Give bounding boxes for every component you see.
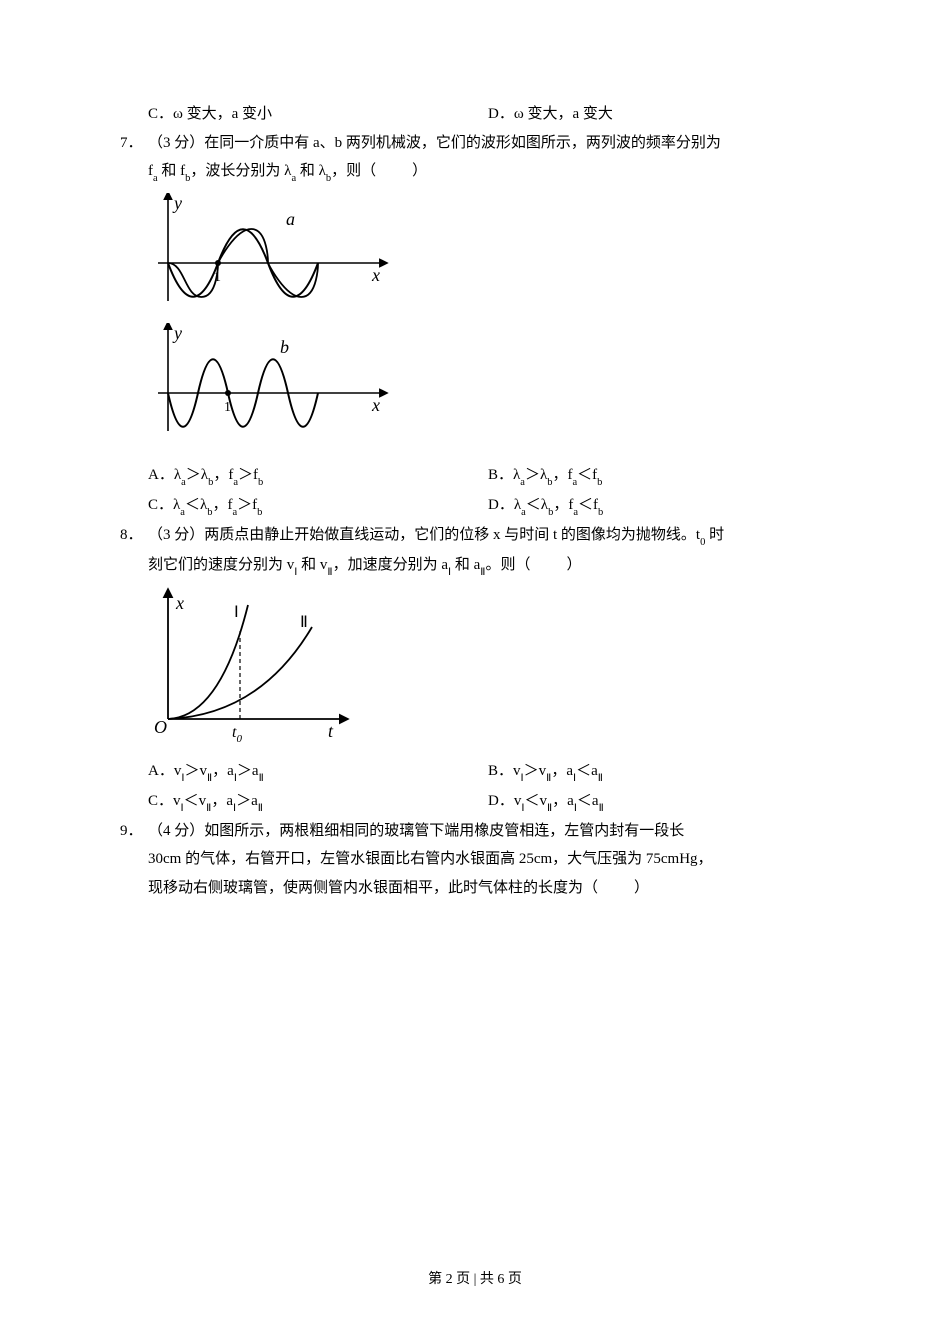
svg-text:a: a xyxy=(286,209,295,229)
q7-stem: 7． （3 分）在同一介质中有 a、b 两列机械波，它们的波形如图所示，两列波的… xyxy=(120,129,830,187)
q9-line1: （4 分）如图所示，两根粗细相同的玻璃管下端用橡皮管相连，左管内封有一段长 xyxy=(148,823,684,839)
svg-text:x: x xyxy=(371,395,380,415)
q7-option-a: A．λa＞λb，fa＞fb xyxy=(148,461,488,491)
svg-text:x: x xyxy=(175,593,184,613)
q8-options-ab: A．vⅠ＞vⅡ，aⅠ＞aⅡ B．vⅠ＞vⅡ，aⅠ＜aⅡ xyxy=(120,757,830,787)
q6-option-d: D．ω 变大，a 变大 xyxy=(488,100,830,129)
q6-options-cd: C．ω 变大，a 变小 D．ω 变大，a 变大 xyxy=(120,100,830,129)
q8-text: （3 分）两质点由静止开始做直线运动，它们的位移 x 与时间 t 的图像均为抛物… xyxy=(148,521,830,581)
q8-option-c: C．vⅠ＜vⅡ，aⅠ＞aⅡ xyxy=(148,787,488,817)
svg-text:y: y xyxy=(172,193,182,213)
q9-stem: 9． （4 分）如图所示，两根粗细相同的玻璃管下端用橡皮管相连，左管内封有一段长… xyxy=(120,817,830,903)
q8-figure: O x t t0 Ⅰ Ⅱ xyxy=(120,587,830,747)
svg-text:Ⅱ: Ⅱ xyxy=(300,614,308,631)
q7-option-c: C．λa＜λb，fa＞fb xyxy=(148,491,488,521)
svg-text:Ⅰ: Ⅰ xyxy=(234,604,239,621)
q8-stem: 8． （3 分）两质点由静止开始做直线运动，它们的位移 x 与时间 t 的图像均… xyxy=(120,521,830,581)
exam-page: C．ω 变大，a 变小 D．ω 变大，a 变大 7． （3 分）在同一介质中有 … xyxy=(0,0,950,1344)
q7-options-cd: C．λa＜λb，fa＞fb D．λa＜λb，fa＜fb xyxy=(120,491,830,521)
q7-option-d: D．λa＜λb，fa＜fb xyxy=(488,491,830,521)
q8-option-a: A．vⅠ＞vⅡ，aⅠ＞aⅡ xyxy=(148,757,488,787)
page-footer: 第 2 页 | 共 6 页 xyxy=(0,1267,950,1294)
q9-number: 9． xyxy=(120,817,148,903)
q8-number: 8． xyxy=(120,521,148,581)
q7-options-ab: A．λa＞λb，fa＞fb B．λa＞λb，fa＜fb xyxy=(120,461,830,491)
svg-text:O: O xyxy=(154,717,167,737)
q9-line2: 30cm 的气体，右管开口，左管水银面比右管内水银面高 25cm，大气压强为 7… xyxy=(148,851,713,867)
q7-line2: fa 和 fb，波长分别为 λa 和 λb，则（） xyxy=(148,163,427,179)
q7-number: 7． xyxy=(120,129,148,187)
svg-text:y: y xyxy=(172,323,182,343)
q8-option-d: D．vⅠ＜vⅡ，aⅠ＜aⅡ xyxy=(488,787,830,817)
q8-options-cd: C．vⅠ＜vⅡ，aⅠ＞aⅡ D．vⅠ＜vⅡ，aⅠ＜aⅡ xyxy=(120,787,830,817)
q9-line3: 现移动右侧玻璃管，使两侧管内水银面相平，此时气体柱的长度为（） xyxy=(148,880,649,896)
svg-text:x: x xyxy=(371,265,380,285)
q7-figure-b: y x 1 b xyxy=(120,323,830,443)
svg-text:t: t xyxy=(328,721,334,741)
svg-text:b: b xyxy=(280,337,289,357)
q6-option-c: C．ω 变大，a 变小 xyxy=(148,100,488,129)
svg-text:t0: t0 xyxy=(232,724,242,745)
q7-line1: （3 分）在同一介质中有 a、b 两列机械波，它们的波形如图所示，两列波的频率分… xyxy=(148,135,721,151)
q8-option-b: B．vⅠ＞vⅡ，aⅠ＜aⅡ xyxy=(488,757,830,787)
q7-option-b: B．λa＞λb，fa＜fb xyxy=(488,461,830,491)
q9-text: （4 分）如图所示，两根粗细相同的玻璃管下端用橡皮管相连，左管内封有一段长 30… xyxy=(148,817,830,903)
q7-figure-a: y x 1 a xyxy=(120,193,830,313)
q7-text: （3 分）在同一介质中有 a、b 两列机械波，它们的波形如图所示，两列波的频率分… xyxy=(148,129,830,187)
